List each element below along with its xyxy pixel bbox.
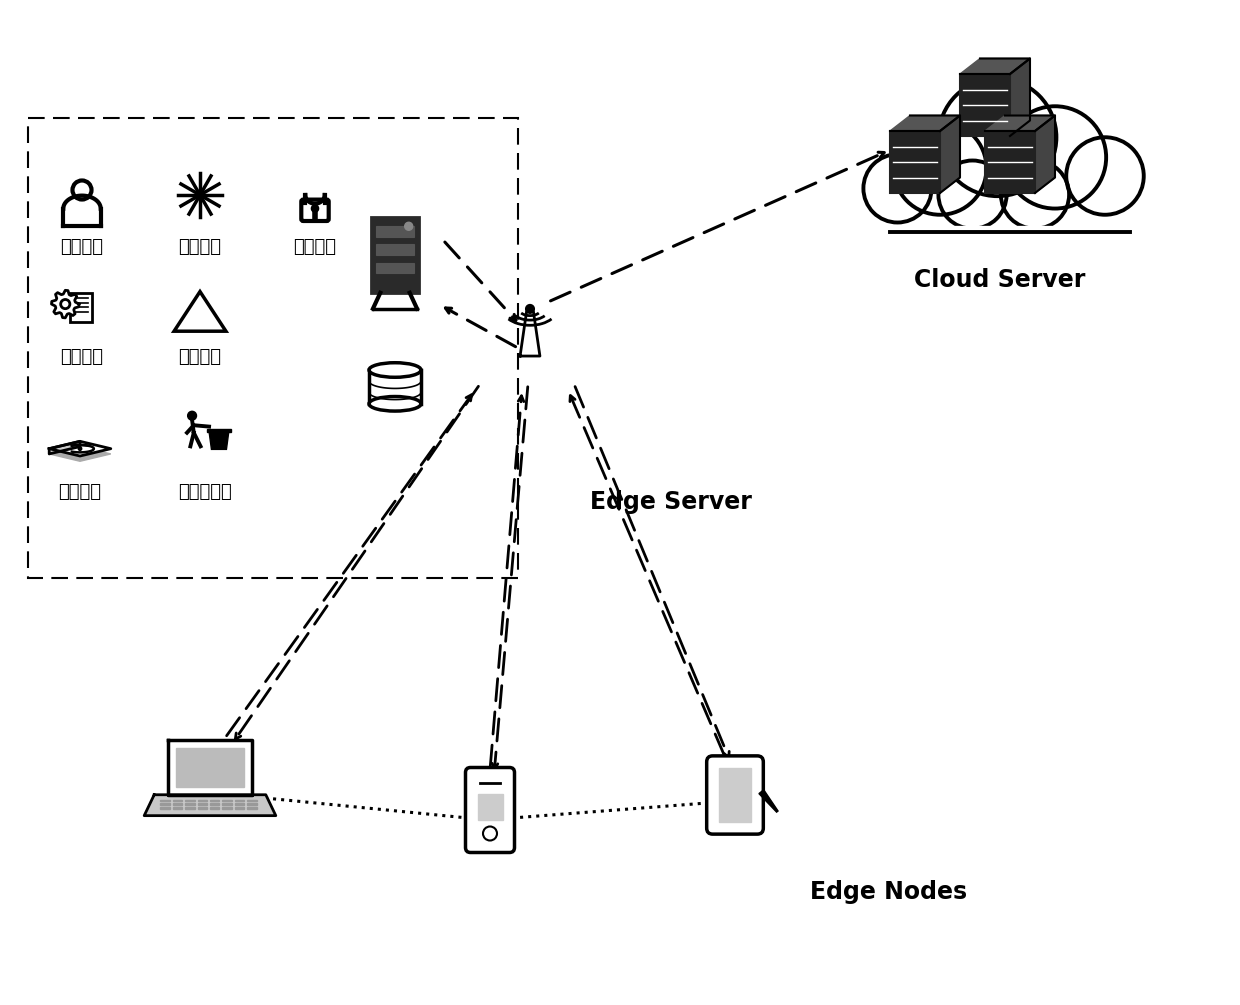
Polygon shape bbox=[197, 803, 207, 805]
Text: Edge Server: Edge Server bbox=[590, 490, 751, 514]
FancyBboxPatch shape bbox=[707, 756, 764, 834]
Polygon shape bbox=[222, 800, 232, 801]
Polygon shape bbox=[234, 807, 244, 809]
Bar bbox=[69, 293, 92, 322]
Bar bbox=[377, 244, 414, 255]
Polygon shape bbox=[210, 800, 219, 801]
Polygon shape bbox=[160, 803, 170, 805]
Bar bbox=[477, 794, 502, 819]
Circle shape bbox=[1066, 138, 1143, 215]
Polygon shape bbox=[197, 800, 207, 801]
Polygon shape bbox=[52, 290, 79, 318]
Bar bbox=[377, 262, 414, 273]
Polygon shape bbox=[160, 800, 170, 801]
Ellipse shape bbox=[370, 397, 422, 411]
Polygon shape bbox=[210, 432, 229, 449]
Polygon shape bbox=[890, 116, 960, 131]
Text: Cloud Server: Cloud Server bbox=[914, 268, 1086, 292]
Text: 性能匹配: 性能匹配 bbox=[179, 238, 222, 256]
Polygon shape bbox=[222, 807, 232, 809]
Text: Edge Nodes: Edge Nodes bbox=[810, 880, 967, 904]
Polygon shape bbox=[172, 803, 182, 805]
Bar bbox=[985, 131, 1035, 193]
Ellipse shape bbox=[370, 363, 422, 377]
Bar bbox=[377, 226, 414, 237]
Bar bbox=[890, 188, 1130, 242]
Circle shape bbox=[939, 161, 1007, 229]
Circle shape bbox=[863, 155, 931, 222]
Circle shape bbox=[1001, 161, 1069, 229]
Bar bbox=[371, 217, 419, 292]
Polygon shape bbox=[520, 312, 539, 356]
Polygon shape bbox=[210, 807, 219, 809]
Text: 声誉存储: 声誉存储 bbox=[179, 348, 222, 366]
Polygon shape bbox=[144, 795, 275, 816]
Bar bbox=[719, 768, 751, 822]
Polygon shape bbox=[185, 807, 195, 809]
Circle shape bbox=[526, 305, 534, 314]
Circle shape bbox=[311, 205, 319, 212]
Polygon shape bbox=[1011, 58, 1030, 136]
Polygon shape bbox=[185, 803, 195, 805]
Polygon shape bbox=[759, 790, 777, 812]
Polygon shape bbox=[197, 807, 207, 809]
Polygon shape bbox=[222, 803, 232, 805]
Circle shape bbox=[894, 122, 987, 215]
Polygon shape bbox=[234, 803, 244, 805]
Polygon shape bbox=[50, 446, 110, 461]
Polygon shape bbox=[247, 800, 257, 801]
Bar bbox=[29, 118, 518, 578]
Polygon shape bbox=[210, 803, 219, 805]
Polygon shape bbox=[185, 800, 195, 801]
Text: 声誉计算: 声誉计算 bbox=[294, 238, 336, 256]
Text: 声誉查询: 声誉查询 bbox=[58, 483, 102, 501]
Polygon shape bbox=[172, 807, 182, 809]
Polygon shape bbox=[169, 740, 252, 795]
Text: 身份审核: 身份审核 bbox=[61, 238, 103, 256]
FancyBboxPatch shape bbox=[465, 768, 515, 852]
Circle shape bbox=[939, 78, 1056, 196]
Polygon shape bbox=[50, 441, 81, 454]
Polygon shape bbox=[160, 807, 170, 809]
Polygon shape bbox=[247, 803, 257, 805]
Circle shape bbox=[1004, 107, 1106, 209]
Polygon shape bbox=[370, 370, 422, 404]
Bar bbox=[890, 131, 940, 193]
Text: 声誉更新: 声誉更新 bbox=[61, 348, 103, 366]
Polygon shape bbox=[1035, 116, 1055, 193]
Bar bbox=[960, 74, 1011, 136]
Polygon shape bbox=[50, 441, 110, 456]
Polygon shape bbox=[247, 807, 257, 809]
Circle shape bbox=[61, 299, 69, 309]
Polygon shape bbox=[940, 116, 960, 193]
Polygon shape bbox=[960, 58, 1030, 74]
Polygon shape bbox=[176, 748, 244, 787]
Circle shape bbox=[404, 222, 413, 230]
Polygon shape bbox=[207, 429, 231, 432]
Text: 黑名单管理: 黑名单管理 bbox=[179, 483, 232, 501]
Circle shape bbox=[187, 411, 196, 420]
Polygon shape bbox=[985, 116, 1055, 131]
Polygon shape bbox=[234, 800, 244, 801]
Circle shape bbox=[78, 447, 82, 450]
Polygon shape bbox=[172, 800, 182, 801]
